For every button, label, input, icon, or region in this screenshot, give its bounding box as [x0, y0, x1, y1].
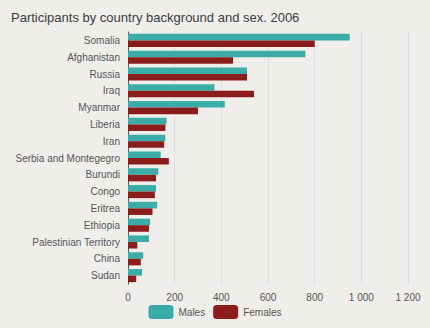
svg-text:Sudan: Sudan	[91, 270, 120, 281]
svg-text:400: 400	[213, 292, 230, 303]
svg-text:Palestinian Territory: Palestinian Territory	[32, 237, 120, 248]
svg-text:0: 0	[125, 292, 131, 303]
svg-text:Russia: Russia	[89, 69, 120, 80]
svg-text:Ethiopia: Ethiopia	[84, 220, 121, 231]
svg-text:Burundi: Burundi	[86, 169, 120, 180]
svg-text:Females: Females	[243, 307, 281, 318]
svg-text:200: 200	[166, 292, 183, 303]
svg-text:Participants by country backgr: Participants by country background and s…	[11, 10, 299, 25]
svg-text:Serbia and Montegegro: Serbia and Montegegro	[15, 153, 120, 164]
svg-text:Myanmar: Myanmar	[78, 102, 120, 113]
svg-text:800: 800	[306, 292, 323, 303]
svg-text:China: China	[94, 253, 121, 264]
svg-text:Iraq: Iraq	[103, 85, 120, 96]
svg-text:Iran: Iran	[103, 136, 120, 147]
svg-text:600: 600	[260, 292, 277, 303]
svg-text:Afghanistan: Afghanistan	[67, 52, 120, 63]
svg-text:1 000: 1 000	[349, 292, 374, 303]
svg-text:Somalia: Somalia	[84, 35, 121, 46]
svg-text:Males: Males	[178, 307, 205, 318]
svg-text:1 200: 1 200	[395, 292, 420, 303]
svg-text:Liberia: Liberia	[90, 119, 120, 130]
svg-text:Congo: Congo	[91, 186, 121, 197]
svg-text:Eritrea: Eritrea	[91, 203, 121, 214]
